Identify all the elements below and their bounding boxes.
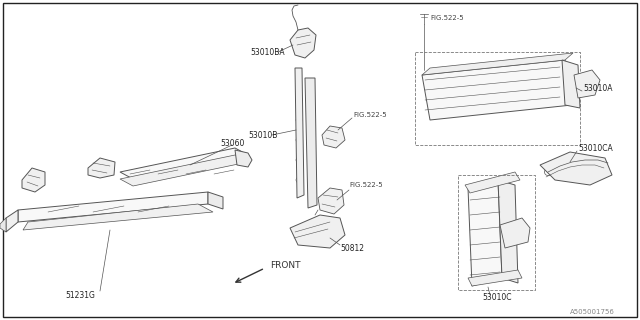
Text: 51231G: 51231G	[65, 291, 95, 300]
Polygon shape	[305, 78, 317, 208]
Polygon shape	[500, 218, 530, 248]
Text: 53010A: 53010A	[583, 84, 612, 92]
Text: 53010B: 53010B	[248, 131, 277, 140]
Polygon shape	[498, 180, 518, 283]
Text: A505001756: A505001756	[570, 309, 615, 315]
Polygon shape	[422, 60, 572, 120]
Text: 53010C: 53010C	[482, 292, 511, 301]
Polygon shape	[22, 168, 45, 192]
Polygon shape	[465, 172, 520, 193]
Polygon shape	[574, 70, 600, 98]
Text: 53010BA: 53010BA	[250, 47, 285, 57]
Polygon shape	[322, 126, 345, 148]
Text: FIG.522-5: FIG.522-5	[349, 182, 383, 188]
Polygon shape	[468, 180, 502, 286]
Text: FIG.522-5: FIG.522-5	[430, 15, 463, 21]
Text: FIG.522-5: FIG.522-5	[353, 112, 387, 118]
Polygon shape	[295, 68, 304, 198]
Text: 50812: 50812	[340, 244, 364, 252]
Polygon shape	[562, 60, 580, 108]
Text: 53010CA: 53010CA	[578, 143, 612, 153]
Text: FRONT: FRONT	[270, 260, 301, 269]
Polygon shape	[290, 28, 316, 58]
Polygon shape	[468, 270, 522, 286]
Polygon shape	[318, 188, 344, 214]
Polygon shape	[88, 158, 115, 178]
Polygon shape	[422, 53, 573, 75]
Polygon shape	[0, 218, 6, 232]
Polygon shape	[6, 210, 18, 232]
Polygon shape	[290, 215, 345, 248]
Text: 53060: 53060	[220, 139, 244, 148]
Polygon shape	[23, 204, 213, 230]
Polygon shape	[18, 192, 208, 222]
Polygon shape	[208, 192, 223, 209]
Polygon shape	[540, 152, 612, 185]
Polygon shape	[120, 148, 248, 179]
Polygon shape	[120, 155, 248, 186]
Polygon shape	[235, 150, 252, 167]
